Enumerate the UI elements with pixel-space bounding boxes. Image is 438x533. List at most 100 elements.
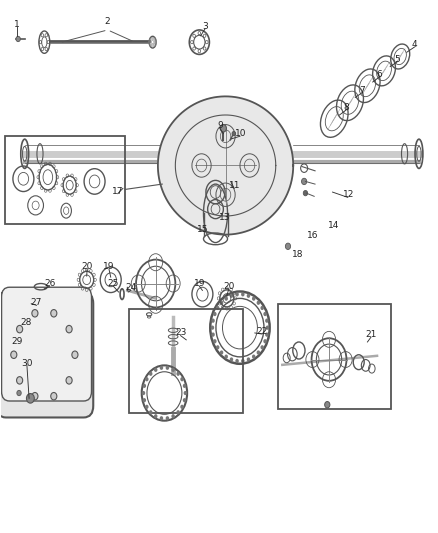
Text: 8: 8	[344, 102, 350, 111]
Circle shape	[257, 301, 260, 305]
Text: 20: 20	[223, 282, 234, 291]
Circle shape	[241, 359, 244, 363]
Circle shape	[247, 357, 250, 361]
Circle shape	[213, 339, 216, 343]
Circle shape	[177, 372, 180, 376]
Text: 5: 5	[394, 55, 400, 63]
Circle shape	[265, 319, 268, 323]
Text: 19: 19	[194, 279, 205, 288]
Bar	[130, 309, 243, 413]
Bar	[5, 136, 125, 224]
Text: 30: 30	[21, 359, 33, 368]
Circle shape	[171, 414, 175, 418]
Circle shape	[145, 377, 148, 381]
Circle shape	[252, 354, 255, 359]
Text: 12: 12	[343, 190, 355, 199]
Circle shape	[166, 366, 169, 370]
Circle shape	[211, 333, 215, 337]
Text: 2: 2	[105, 18, 110, 27]
Circle shape	[261, 345, 264, 350]
Circle shape	[149, 372, 152, 376]
Text: 21: 21	[365, 330, 377, 339]
Circle shape	[154, 368, 158, 372]
Circle shape	[154, 414, 158, 418]
Circle shape	[149, 410, 152, 415]
Text: 23: 23	[175, 328, 186, 337]
Circle shape	[180, 377, 184, 381]
Circle shape	[303, 190, 307, 196]
Circle shape	[211, 326, 214, 330]
Circle shape	[17, 377, 23, 384]
Circle shape	[224, 296, 228, 301]
Circle shape	[72, 351, 78, 359]
Circle shape	[263, 339, 267, 343]
Circle shape	[220, 350, 223, 354]
Circle shape	[160, 416, 163, 421]
Text: 15: 15	[197, 225, 208, 234]
Circle shape	[11, 351, 17, 359]
Circle shape	[325, 401, 330, 408]
Circle shape	[166, 416, 169, 421]
Circle shape	[232, 132, 236, 136]
Circle shape	[142, 398, 146, 402]
Circle shape	[32, 392, 38, 400]
Circle shape	[257, 350, 260, 354]
Circle shape	[252, 296, 255, 301]
Circle shape	[66, 377, 72, 384]
Circle shape	[266, 326, 269, 330]
Text: 17: 17	[112, 187, 124, 196]
Text: 4: 4	[412, 40, 417, 49]
Text: 20: 20	[81, 262, 93, 271]
Circle shape	[171, 368, 175, 372]
Circle shape	[224, 354, 228, 359]
Circle shape	[183, 384, 186, 388]
Text: 25: 25	[108, 279, 119, 288]
Text: 16: 16	[307, 231, 318, 240]
Circle shape	[235, 359, 239, 363]
Text: 22: 22	[256, 327, 268, 336]
Text: 9: 9	[217, 121, 223, 130]
Circle shape	[142, 391, 145, 395]
Circle shape	[265, 333, 268, 337]
Circle shape	[286, 243, 290, 249]
Circle shape	[51, 310, 57, 317]
Circle shape	[160, 366, 163, 370]
Circle shape	[216, 345, 219, 350]
Text: 19: 19	[103, 262, 115, 271]
Circle shape	[17, 326, 23, 333]
Text: 24: 24	[125, 283, 136, 292]
Circle shape	[213, 312, 216, 316]
Text: 27: 27	[31, 298, 42, 307]
Text: 14: 14	[328, 221, 339, 230]
Text: 28: 28	[20, 318, 32, 327]
Bar	[278, 304, 391, 409]
Circle shape	[66, 326, 72, 333]
Circle shape	[145, 405, 148, 409]
Circle shape	[263, 312, 267, 316]
Text: 18: 18	[292, 251, 304, 260]
Text: 11: 11	[229, 181, 240, 190]
Circle shape	[220, 125, 226, 132]
FancyBboxPatch shape	[0, 292, 93, 417]
Text: 3: 3	[202, 22, 208, 31]
Circle shape	[26, 393, 34, 403]
Circle shape	[142, 384, 146, 388]
Circle shape	[220, 301, 223, 305]
Circle shape	[32, 310, 38, 317]
Text: 13: 13	[219, 213, 230, 222]
Circle shape	[183, 398, 186, 402]
Circle shape	[261, 306, 264, 310]
Circle shape	[16, 36, 20, 42]
FancyBboxPatch shape	[2, 287, 92, 401]
Circle shape	[230, 357, 233, 361]
Polygon shape	[158, 96, 293, 235]
Circle shape	[241, 292, 244, 296]
Circle shape	[230, 294, 233, 298]
Circle shape	[211, 319, 215, 323]
Circle shape	[17, 390, 21, 395]
Circle shape	[180, 405, 184, 409]
Text: 6: 6	[377, 70, 382, 78]
Circle shape	[216, 306, 219, 310]
Circle shape	[301, 178, 307, 184]
Circle shape	[247, 294, 250, 298]
